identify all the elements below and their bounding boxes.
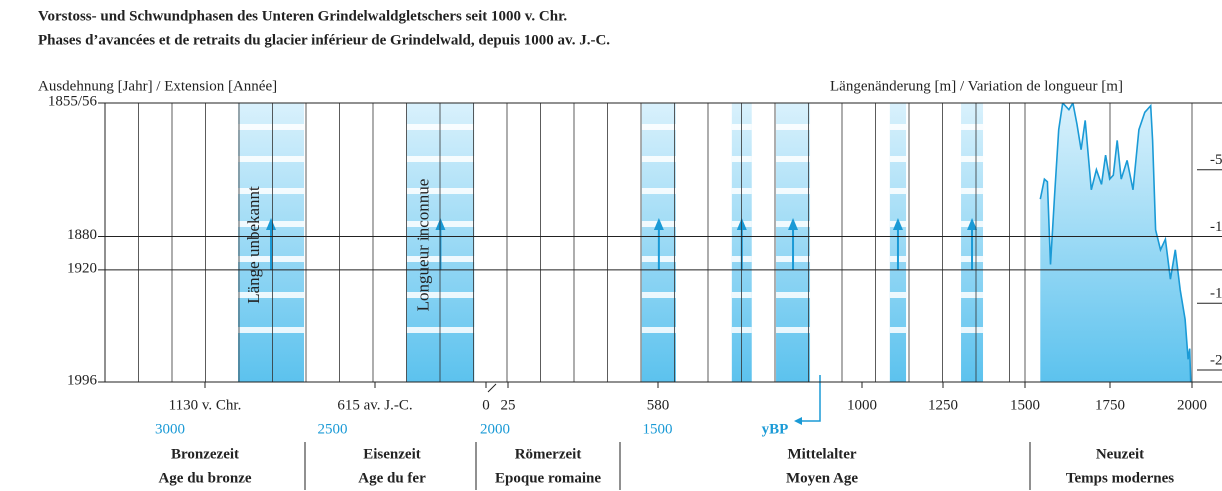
period-de: Eisenzeit: [363, 446, 421, 462]
x-tick-label: 1750: [1095, 397, 1125, 413]
period-fr: Age du bronze: [158, 470, 251, 486]
band-stripe: [776, 156, 811, 162]
band-stripe: [776, 292, 811, 298]
advance-arrow-head: [653, 218, 664, 230]
band-stripe: [889, 124, 907, 130]
x-tick-label: 2000: [1177, 397, 1207, 413]
band-stripe: [776, 124, 811, 130]
band-stripe: [961, 124, 984, 130]
band-stripe: [889, 327, 907, 333]
advance-arrow-head: [788, 218, 799, 230]
x-tick-label: 25: [501, 397, 516, 413]
band-stripe: [238, 327, 305, 333]
band-stripe: [641, 292, 676, 298]
x-tick-label: 615 av. J.-C.: [337, 397, 412, 413]
y-axis-title: Ausdehnung [Jahr] / Extension [Année]: [38, 78, 277, 94]
advance-arrow-head: [266, 218, 277, 230]
band-stripe: [641, 124, 676, 130]
band-stripe: [961, 292, 984, 298]
band-stripe: [406, 124, 475, 130]
y-tick-label: 1880: [67, 227, 97, 243]
band-stripe: [961, 327, 984, 333]
advance-arrow-head: [967, 218, 978, 230]
band-stripe: [406, 188, 475, 194]
period-fr: Temps modernes: [1066, 470, 1174, 486]
band-stripe: [238, 188, 305, 194]
x-tick-label: 1500: [1010, 397, 1040, 413]
x2-tick-label: 2000: [480, 421, 510, 437]
band-stripe: [889, 188, 907, 194]
y-tick-label: 1996: [67, 372, 98, 388]
y2-axis-title: Längenänderung [m] / Variation de longue…: [830, 78, 1123, 94]
band-stripe: [238, 156, 305, 162]
x-tick-label: 1130 v. Chr.: [169, 397, 242, 413]
band-stripe: [776, 188, 811, 194]
bands: [238, 103, 984, 382]
band-stripe: [238, 292, 305, 298]
x-tick-label: 1000: [847, 397, 877, 413]
period-de: Römerzeit: [515, 446, 582, 462]
ybp-arrow: [800, 375, 821, 422]
chart-title: Vorstoss- und Schwundphasen des Unteren …: [38, 8, 567, 24]
y2-tick-label: -1000: [1210, 219, 1222, 235]
x-tick-label: 580: [647, 397, 670, 413]
band-stripe: [641, 156, 676, 162]
x2-tick-label: 1500: [643, 421, 673, 437]
period-de: Bronzezeit: [171, 446, 239, 462]
chart-subtitle: Phases d’avancées et de retraits du glac…: [38, 32, 610, 48]
x2-tick-label: 3000: [155, 421, 185, 437]
x-tick-label: 1250: [928, 397, 958, 413]
period-de: Mittelalter: [787, 446, 856, 462]
y2-tick-label: -500: [1210, 152, 1222, 168]
annotation: Longueur inconnue: [413, 179, 432, 312]
advance-arrow-head: [892, 218, 903, 230]
period-fr: Age du fer: [358, 470, 426, 486]
x-tick-label: 0: [482, 397, 490, 413]
period-de: Neuzeit: [1096, 446, 1144, 462]
period-fr: Moyen Age: [786, 470, 858, 486]
band-stripe: [776, 327, 811, 333]
y2-tick-label: -1500: [1210, 286, 1222, 302]
band-stripe: [406, 156, 475, 162]
advance-arrow-head: [435, 218, 446, 230]
band-stripe: [406, 327, 475, 333]
band-stripe: [961, 156, 984, 162]
y-tick-label: 1920: [67, 260, 97, 276]
line: [1039, 103, 1192, 382]
period-fr: Epoque romaine: [495, 470, 601, 486]
band-stripe: [641, 188, 676, 194]
band-stripe: [641, 327, 676, 333]
band-stripe: [889, 292, 907, 298]
band-stripe: [238, 124, 305, 130]
area: [1040, 103, 1191, 382]
ybp-arrow-head: [794, 417, 802, 425]
band-stripe: [889, 156, 907, 162]
axis-break: [487, 383, 497, 393]
y-tick-label: 1855/56: [48, 93, 98, 109]
band-stripe: [406, 292, 475, 298]
x2-axis-title: yBP: [762, 421, 789, 437]
annotation: Länge unbekannt: [244, 186, 263, 304]
band-stripe: [961, 188, 984, 194]
x2-tick-label: 2500: [318, 421, 348, 437]
y2-tick-label: -2000: [1210, 352, 1222, 368]
